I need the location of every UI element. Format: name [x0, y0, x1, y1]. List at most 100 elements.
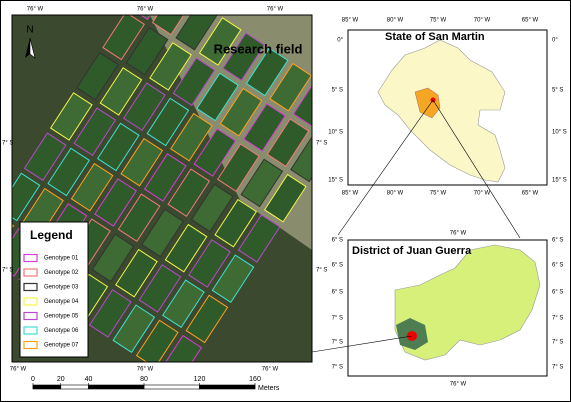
coordinate-label: 75° W: [430, 191, 447, 197]
field-frame: [11, 14, 313, 363]
legend-label: Genotype 07: [44, 343, 79, 349]
plot: [117, 193, 161, 242]
coordinate-label: 7° S: [2, 268, 13, 274]
legend-label: Genotype 06: [44, 328, 79, 334]
plot: [222, 32, 266, 81]
coordinate-label: 76° W: [262, 367, 279, 373]
plot: [198, 17, 242, 66]
plot: [49, 92, 93, 141]
plot: [292, 78, 312, 127]
legend-label: Genotype 03: [44, 285, 79, 291]
coordinate-label: 6° S: [552, 238, 563, 244]
legend-swatch: [23, 340, 38, 350]
coordinate-label: 65° W: [522, 18, 539, 24]
state-title: State of San Martin: [385, 31, 485, 43]
plot: [125, 26, 169, 76]
legend-label: Genotype 05: [44, 314, 79, 320]
san-martin-region: [414, 87, 441, 119]
coordinate-label: 7° S: [332, 365, 343, 371]
coordinate-label: 5° S: [332, 88, 343, 94]
coordinate-label: 76° W: [267, 7, 284, 13]
scale-label: 0: [31, 376, 35, 383]
coordinate-label: 80° W: [387, 18, 404, 24]
plot: [141, 208, 184, 258]
plot: [243, 103, 286, 152]
plot: [88, 289, 132, 338]
coordinate-label: 7° S: [332, 340, 343, 346]
coordinate-label: 6° S: [332, 263, 343, 269]
coordinate-label: 7° S: [552, 316, 563, 322]
plot: [146, 97, 190, 147]
coordinate-label: 15° S: [552, 178, 567, 184]
coordinate-label: 76° W: [450, 231, 467, 237]
north-label: N: [26, 25, 33, 36]
scale-bar: 0 20 40 80 120 160 Meters: [31, 376, 280, 392]
plot: [99, 67, 143, 116]
plot: [190, 183, 234, 233]
coordinate-label: 85° W: [342, 191, 359, 197]
plot: [94, 178, 137, 227]
legend-swatch: [23, 311, 38, 321]
scale-segment: [143, 384, 200, 390]
north-arrow: N: [25, 25, 36, 59]
legend-label: Genotype 01: [44, 256, 79, 262]
coordinate-label: 76° W: [450, 382, 467, 388]
coordinate-label: 7° S: [2, 141, 13, 147]
plot: [164, 223, 208, 273]
scale-label: 80: [140, 376, 148, 383]
legend-title: Legend: [30, 228, 73, 242]
plot: [159, 334, 203, 362]
scale-label: 40: [85, 376, 93, 383]
plot: [237, 214, 281, 263]
coordinate-label: 85° W: [342, 18, 359, 24]
plot: [151, 15, 195, 36]
plot: [269, 62, 312, 112]
plot: [12, 172, 41, 222]
legend-swatch: [23, 297, 38, 306]
plot: [96, 122, 140, 172]
coordinate-label: 7° S: [316, 268, 327, 274]
scale-label: 160: [249, 376, 261, 383]
legend-swatch: [23, 326, 38, 335]
plot: [76, 51, 119, 101]
plot: [263, 173, 307, 223]
plot: [216, 143, 260, 192]
coordinate-label: 80° W: [387, 191, 404, 197]
plot: [138, 264, 182, 313]
plot: [175, 15, 219, 51]
plot: [120, 137, 164, 187]
scale-label: 120: [194, 376, 206, 383]
coordinate-label: 7° S: [552, 340, 563, 346]
coordinate-label: 76° W: [27, 7, 44, 13]
plot: [149, 42, 192, 91]
coordinate-labels: 76° W 76° W 76° W 76° W 76° W 76° W 7° S 7° S 7°…: [2, 7, 567, 388]
plot: [211, 254, 255, 303]
coordinate-label: 6° S: [552, 290, 563, 296]
coordinate-label: 6° S: [552, 263, 563, 269]
legend-swatch: [23, 282, 38, 292]
plot: [91, 233, 135, 283]
district-title: District of Juan Guerra: [352, 245, 472, 257]
coordinate-label: 65° W: [522, 191, 539, 197]
plot: [245, 47, 289, 97]
coordinate-label: 76° W: [137, 367, 154, 373]
legend-swatch: [23, 253, 38, 263]
plot: [102, 15, 145, 61]
coordinate-label: 7° S: [316, 141, 327, 147]
plot: [170, 112, 213, 162]
plot: [47, 147, 91, 197]
plot: [123, 82, 166, 131]
scale-segment: [199, 384, 256, 390]
plot: [185, 294, 229, 344]
scale-segment: [88, 384, 145, 390]
plot: [240, 158, 284, 208]
coordinate-label: 76° W: [10, 367, 27, 373]
coordinate-label: 7° S: [332, 316, 343, 322]
peru-outline: [377, 39, 506, 183]
plot: [167, 168, 211, 217]
connector-lines: [311, 99, 521, 353]
scale-segment: [60, 384, 89, 390]
plot: [188, 239, 231, 288]
legend-label: Genotype 04: [44, 299, 79, 305]
